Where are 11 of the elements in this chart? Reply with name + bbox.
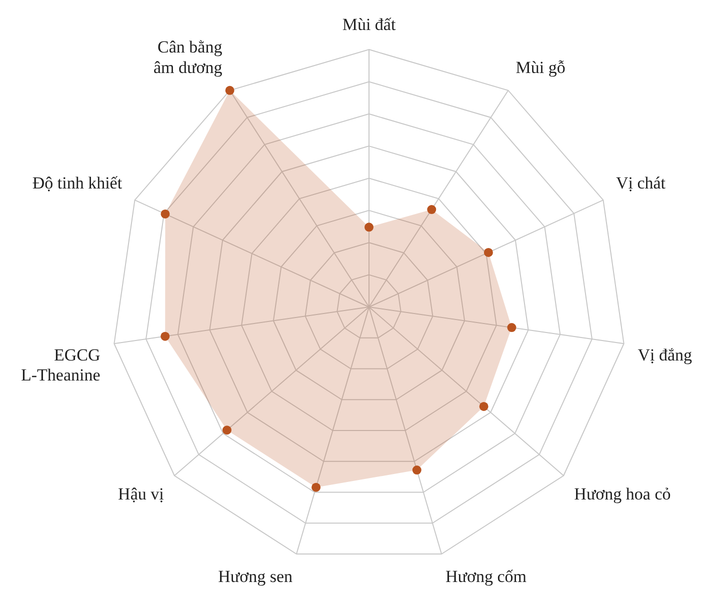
spoke-label: Cân bằng âm dương (153, 37, 223, 77)
spoke-label: Vị chát (616, 173, 666, 192)
spoke-label: Hương hoa cỏ (574, 484, 671, 504)
spoke-label: Vị đắng (638, 345, 693, 364)
spoke-label: Mùi gỗ (516, 58, 566, 77)
spoke-label: EGCG L-Theanine (20, 345, 100, 385)
spoke-label: Mùi đất (342, 14, 396, 34)
spoke-label: Hương sen (218, 567, 293, 586)
spoke-label: Hương cốm (445, 567, 526, 586)
spoke-label: Độ tinh khiết (32, 173, 122, 192)
spoke-label: Hậu vị (118, 484, 164, 504)
